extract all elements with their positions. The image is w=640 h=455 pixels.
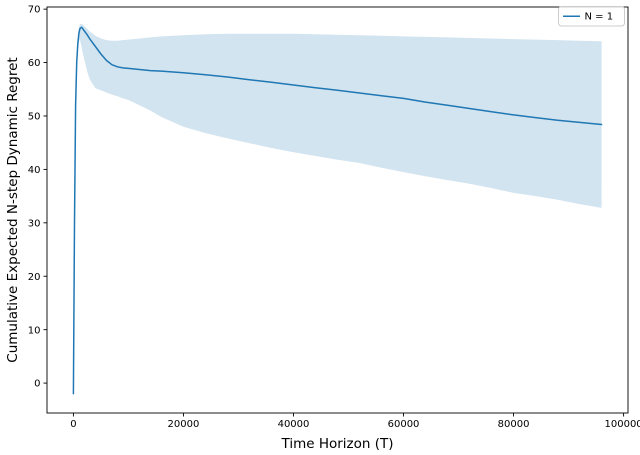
- x-axis-label: Time Horizon (T): [280, 436, 393, 452]
- y-tick-label: 20: [28, 272, 41, 283]
- y-tick-label: 0: [34, 379, 40, 390]
- axes-spines: [46, 6, 629, 414]
- y-tick-label: 60: [28, 58, 41, 69]
- x-tick-label: 20000: [168, 419, 200, 430]
- x-tick-label: 60000: [388, 419, 420, 430]
- y-tick-label: 30: [28, 218, 41, 229]
- x-tick-label: 100000: [605, 419, 640, 430]
- series-line-n1: [72, 26, 603, 395]
- legend-label: N = 1: [585, 12, 614, 23]
- x-tick-label: 80000: [498, 419, 530, 430]
- y-tick-label: 50: [28, 112, 41, 123]
- y-axis-ticks: 0 10 20 30 40 50 60 70: [28, 5, 47, 390]
- y-tick-label: 10: [28, 325, 41, 336]
- confidence-band: [73, 23, 602, 394]
- legend: N = 1: [558, 6, 625, 27]
- y-tick-label: 40: [28, 165, 41, 176]
- y-axis-label: Cumulative Expected N-step Dynamic Regre…: [5, 57, 21, 362]
- y-tick-label: 70: [28, 5, 41, 16]
- x-tick-label: 40000: [278, 419, 310, 430]
- x-tick-label: 0: [70, 419, 76, 430]
- x-axis-ticks: 0 20000 40000 60000 80000 100000: [70, 413, 640, 430]
- legend-box: [558, 6, 625, 27]
